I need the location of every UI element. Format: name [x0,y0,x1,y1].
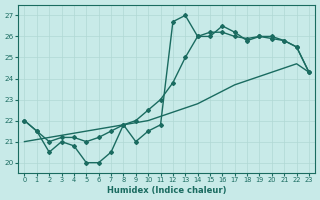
X-axis label: Humidex (Indice chaleur): Humidex (Indice chaleur) [107,186,227,195]
